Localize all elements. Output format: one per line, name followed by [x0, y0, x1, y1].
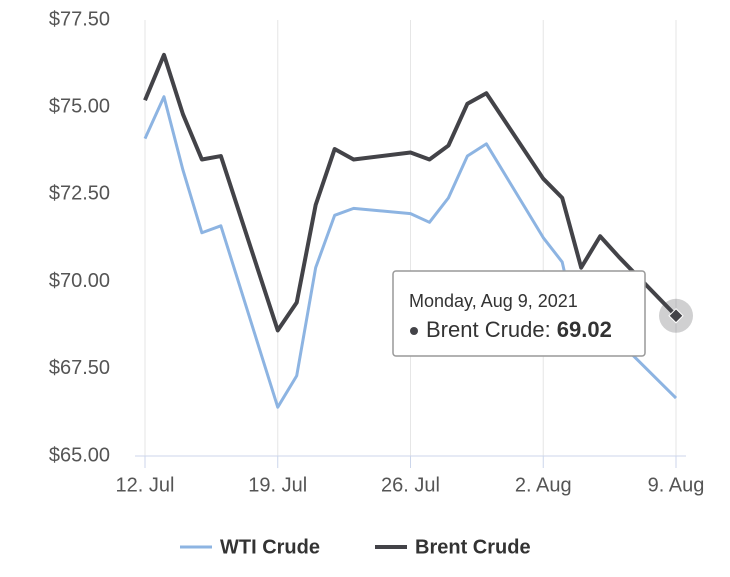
x-tick-label: 26. Jul: [381, 474, 440, 496]
x-tick-label: 12. Jul: [116, 474, 175, 496]
hover-marker: [668, 308, 684, 324]
tooltip-series: Brent Crude: [426, 317, 545, 342]
y-tick-label: $67.50: [49, 357, 110, 379]
tooltip-row: Brent Crude: 69.02: [426, 317, 612, 342]
y-tick-label: $70.00: [49, 270, 110, 292]
tooltip-dot: [410, 327, 418, 335]
tooltip: Monday, Aug 9, 2021 Brent Crude: 69.02: [392, 270, 646, 357]
line-series: [143, 52, 678, 333]
legend-label: Brent Crude: [415, 536, 531, 558]
tooltip-title: Monday, Aug 9, 2021: [409, 291, 578, 311]
x-tick-label: 2. Aug: [515, 474, 572, 496]
tooltip-value: 69.02: [557, 317, 612, 342]
tooltip-separator: :: [545, 317, 551, 342]
legend-label: WTI Crude: [220, 536, 320, 558]
y-tick-label: $72.50: [49, 183, 110, 205]
y-tick-label: $65.00: [49, 444, 110, 466]
x-tick-label: 19. Jul: [248, 474, 307, 496]
y-tick-label: $75.00: [49, 95, 110, 117]
tooltip-box: [392, 270, 646, 357]
x-tick-label: 9. Aug: [648, 474, 705, 496]
y-tick-label: $77.50: [49, 8, 110, 30]
